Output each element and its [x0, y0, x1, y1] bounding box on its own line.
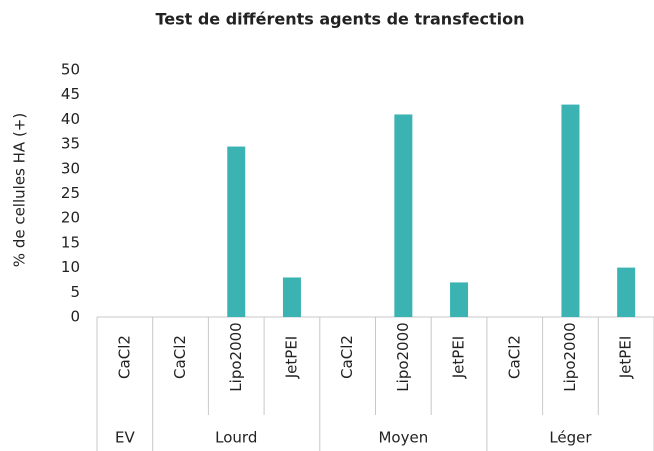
x-tick-label: Lipo2000 [227, 322, 245, 391]
bar [617, 267, 636, 317]
bar [394, 114, 413, 318]
x-tick-label: CaCl2 [171, 335, 189, 379]
y-tick-label: 30 [61, 159, 80, 177]
x-tick-label: CaCl2 [338, 335, 356, 379]
bar [450, 282, 469, 317]
y-tick-label: 50 [61, 61, 80, 79]
y-tick-label: 15 [61, 233, 80, 251]
x-tick-label: CaCl2 [505, 335, 523, 379]
y-tick-label: 20 [61, 209, 80, 227]
x-tick-label: JetPEI [617, 336, 635, 379]
x-tick-label: CaCl2 [115, 335, 133, 379]
y-tick-label: 10 [61, 258, 80, 276]
group-label: Lourd [215, 429, 257, 447]
y-tick-label: 0 [70, 308, 80, 326]
bar [561, 104, 580, 317]
x-tick-label: JetPEI [282, 336, 300, 379]
y-tick-label: 25 [61, 184, 80, 202]
group-label: Moyen [378, 429, 428, 447]
group-label: EV [115, 429, 135, 447]
x-tick-label: Lipo2000 [561, 322, 579, 391]
x-tick-label: Lipo2000 [394, 322, 412, 391]
y-tick-label: 35 [61, 135, 80, 153]
bar [282, 277, 301, 317]
y-axis-label: % de cellules HA (+) [11, 113, 29, 267]
y-tick-label: 45 [61, 85, 80, 103]
bar [227, 146, 246, 317]
y-tick-label: 5 [70, 283, 80, 301]
group-label: Léger [549, 429, 592, 447]
chart-title: Test de différents agents de transfectio… [155, 10, 524, 29]
x-tick-label: JetPEI [450, 336, 468, 379]
y-tick-label: 40 [61, 110, 80, 128]
